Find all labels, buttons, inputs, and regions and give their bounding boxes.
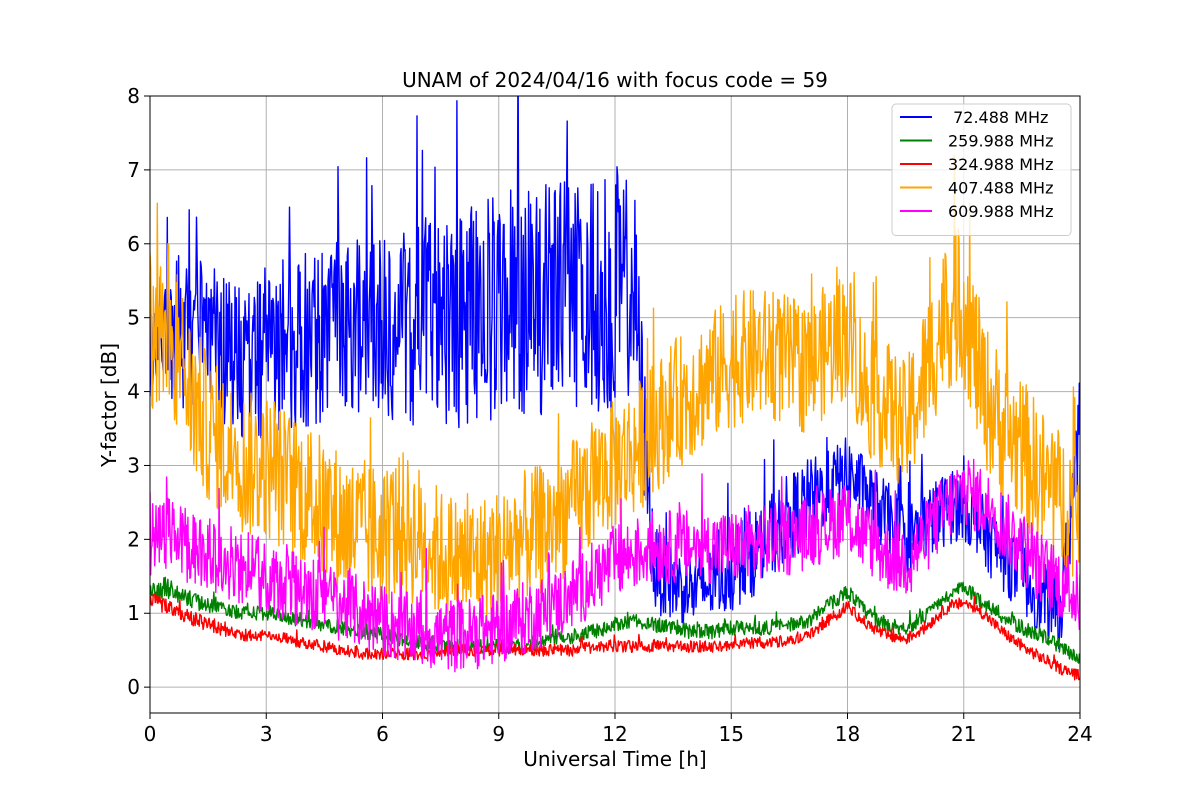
series-line bbox=[150, 458, 1080, 673]
chart-title: UNAM of 2024/04/16 with focus code = 59 bbox=[402, 68, 828, 92]
series-line bbox=[150, 154, 1080, 624]
series-line bbox=[150, 96, 1080, 650]
legend: 72.488 MHz 259.988 MHz 324.988 MHz 407.488 … bbox=[891, 103, 1072, 236]
x-tick-label: 6 bbox=[376, 722, 389, 746]
y-tick-label: 4 bbox=[127, 380, 140, 404]
legend-label: 609.988 MHz bbox=[948, 202, 1053, 221]
x-tick-label: 21 bbox=[951, 722, 976, 746]
y-axis-label: Y-factor [dB] bbox=[97, 343, 121, 468]
legend-label: 407.488 MHz bbox=[948, 179, 1053, 198]
series-line bbox=[150, 593, 1080, 681]
legend-label: 72.488 MHz bbox=[948, 108, 1048, 127]
legend-label: 324.988 MHz bbox=[948, 155, 1053, 174]
y-axis: 0 1 2 3 4 5 6 7 8 bbox=[127, 84, 150, 699]
y-tick-label: 2 bbox=[127, 527, 140, 551]
x-tick-label: 18 bbox=[835, 722, 860, 746]
y-tick-label: 8 bbox=[127, 84, 140, 108]
x-axis: 0 3 6 9 12 15 18 21 24 bbox=[144, 713, 1093, 746]
x-tick-label: 0 bbox=[144, 722, 157, 746]
x-axis-label: Universal Time [h] bbox=[523, 747, 706, 771]
x-tick-label: 24 bbox=[1067, 722, 1092, 746]
y-tick-label: 1 bbox=[127, 601, 140, 625]
y-tick-label: 0 bbox=[127, 675, 140, 699]
legend-box bbox=[891, 103, 1072, 236]
x-tick-label: 9 bbox=[492, 722, 505, 746]
legend-label: 259.988 MHz bbox=[948, 132, 1053, 151]
x-tick-label: 3 bbox=[260, 722, 273, 746]
series-layer bbox=[150, 96, 1080, 681]
x-tick-label: 15 bbox=[719, 722, 744, 746]
y-tick-label: 3 bbox=[127, 453, 140, 477]
y-tick-label: 7 bbox=[127, 158, 140, 182]
y-tick-label: 5 bbox=[127, 306, 140, 330]
x-tick-label: 12 bbox=[602, 722, 627, 746]
y-tick-label: 6 bbox=[127, 232, 140, 256]
